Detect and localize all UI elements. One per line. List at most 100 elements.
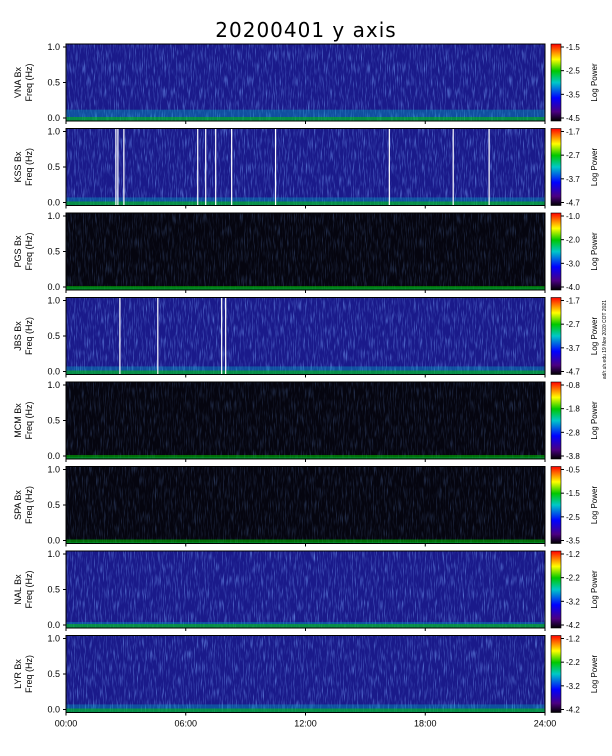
low-frequency-band (66, 109, 545, 121)
colorbar-tick-label: -3.7 (566, 175, 580, 184)
y-tick-label: 1.0 (47, 296, 60, 306)
colorbar-tick-label: -1.2 (566, 550, 580, 559)
y-axis-label: KSS Bx (13, 151, 23, 183)
y-tick-label: 0.0 (47, 536, 60, 546)
y-axis-label-units: Freq (Hz) (24, 486, 34, 524)
colorbar-label: Log Power (590, 317, 599, 356)
colorbar-tick-label: -0.8 (566, 381, 580, 390)
y-tick-label: 0.5 (47, 78, 60, 88)
low-frequency-band (66, 197, 545, 206)
zero-frequency-band (66, 455, 545, 459)
y-axis-label: PGS Bx (13, 235, 23, 268)
colorbar-tick-label: -3.7 (566, 344, 580, 353)
colorbar (550, 550, 562, 629)
zero-frequency-band (66, 286, 545, 290)
colorbar-tick-label: -2.5 (566, 67, 580, 76)
colorbar-tick-label: -1.5 (566, 43, 580, 52)
colorbar-tick-label: -3.2 (566, 597, 580, 606)
y-tick-label: 1.0 (47, 211, 60, 221)
y-tick-label: 1.0 (47, 380, 60, 390)
colorbar-tick-label: -4.0 (566, 283, 580, 292)
y-tick-label: 1.0 (47, 549, 60, 559)
y-axis-label: VNA Bx (13, 66, 23, 98)
y-tick-label: 0.0 (47, 451, 60, 461)
panel-lyr: 0.0 0.5 1.0 LYR Bx Freq (Hz) -1.2 -2.2 -3.2 -4.2… (13, 634, 599, 716)
colorbar-tick-label: -1.8 (566, 405, 580, 414)
y-tick-label: 0.0 (47, 705, 60, 715)
colorbar (550, 381, 562, 460)
y-tick-label: 1.0 (47, 127, 60, 137)
y-tick-label: 0.5 (47, 247, 60, 257)
panel-kss: 0.0 0.5 1.0 KSS Bx Freq (Hz) -1.7 -2.7 -3.7 -4.7… (13, 127, 599, 209)
colorbar-tick-label: -4.7 (566, 368, 580, 377)
y-tick-label: 0.0 (47, 198, 60, 208)
colorbar (550, 128, 562, 206)
colorbar-tick-label: -2.5 (566, 513, 580, 522)
y-axis-label-units: Freq (Hz) (24, 570, 34, 608)
colorbar (550, 43, 562, 122)
colorbar-label: Log Power (590, 570, 599, 609)
y-axis-label-units: Freq (Hz) (24, 655, 34, 693)
zero-frequency-band (66, 370, 545, 375)
colorbar-tick-label: -2.7 (566, 151, 580, 160)
colorbar-tick-label: -2.8 (566, 428, 580, 437)
colorbar-label: Log Power (590, 486, 599, 525)
zero-frequency-band (66, 117, 545, 121)
panel-mcm: 0.0 0.5 1.0 MCM Bx Freq (Hz) -0.8 -1.8 -2.8 -3.8… (13, 380, 599, 462)
y-tick-label: 1.0 (47, 465, 60, 475)
zero-frequency-band (66, 539, 545, 544)
colorbar-label: Log Power (590, 148, 599, 187)
colorbar-tick-label: -2.0 (566, 236, 580, 245)
zero-frequency-band (66, 201, 545, 206)
colorbar-tick-label: -2.7 (566, 320, 580, 329)
y-axis-label-units: Freq (Hz) (24, 232, 34, 270)
y-tick-label: 1.0 (47, 634, 60, 644)
colorbar-tick-label: -3.0 (566, 259, 580, 268)
low-frequency-band (66, 366, 545, 375)
colorbar-tick-label: -1.5 (566, 489, 580, 498)
y-axis-label-units: Freq (Hz) (24, 401, 34, 439)
colorbar-tick-label: -4.2 (566, 621, 580, 630)
y-tick-label: 0.5 (47, 585, 60, 595)
colorbar-tick-label: -3.8 (566, 452, 580, 461)
panel-nal: 0.0 0.5 1.0 NAL Bx Freq (Hz) -1.2 -2.2 -3.2 -4.2… (13, 549, 599, 631)
colorbar-tick-label: -3.2 (566, 682, 580, 691)
colorbar-tick-label: -1.7 (566, 128, 580, 137)
x-tick-label: 00:00 (55, 719, 78, 729)
x-tick-label: 12:00 (294, 719, 317, 729)
spectrogram-texture (66, 213, 545, 290)
colorbar-tick-label: -3.5 (566, 90, 580, 99)
colorbar-tick-label: -1.2 (566, 635, 580, 644)
colorbar (550, 297, 562, 375)
spectrogram-texture (66, 382, 545, 459)
y-tick-label: 0.0 (47, 367, 60, 377)
spectrogram-texture (66, 297, 545, 375)
y-tick-label: 0.5 (47, 331, 60, 341)
figure-stamp: ad/r.uh.edu 19 Nov 2020 COT 2021 (602, 300, 608, 380)
spectrogram-texture (66, 466, 545, 544)
colorbar-tick-label: -4.5 (566, 114, 580, 123)
spectrogram-texture (66, 635, 545, 713)
colorbar-tick-label: -1.7 (566, 297, 580, 306)
x-tick-label: 18:00 (414, 719, 437, 729)
spectrogram-texture (66, 44, 545, 121)
colorbar-tick-label: -2.2 (566, 574, 580, 583)
colorbar-label: Log Power (590, 232, 599, 271)
colorbar (550, 212, 562, 291)
colorbar-label: Log Power (590, 63, 599, 102)
colorbar-tick-label: -4.7 (566, 199, 580, 208)
y-tick-label: 1.0 (47, 42, 60, 52)
colorbar-tick-label: -0.5 (566, 466, 580, 475)
y-axis-label-units: Freq (Hz) (24, 63, 34, 101)
panel-jbs: 0.0 0.5 1.0 JBS Bx Freq (Hz) -1.7 -2.7 -3.7 -4.7… (13, 296, 599, 378)
y-axis-label: MCM Bx (13, 403, 23, 438)
x-tick-label: 24:00 (534, 719, 557, 729)
colorbar-tick-label: -3.5 (566, 537, 580, 546)
colorbar-tick-label: -4.2 (566, 706, 580, 715)
y-axis-label: SPA Bx (13, 490, 23, 520)
spectrogram-texture (66, 128, 545, 206)
colorbar (550, 635, 562, 713)
y-tick-label: 0.5 (47, 669, 60, 679)
zero-frequency-band (66, 624, 545, 628)
